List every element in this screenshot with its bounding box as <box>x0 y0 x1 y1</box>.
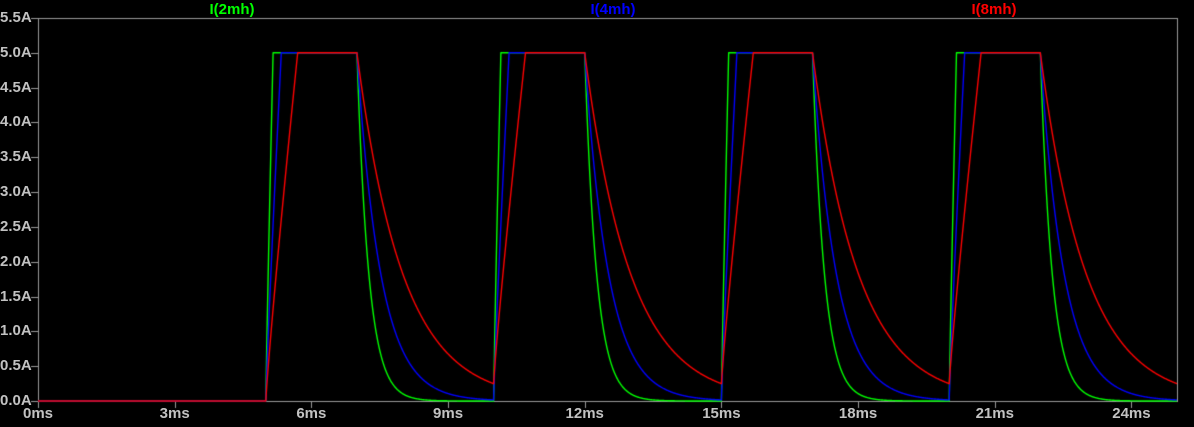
y-tick-label: 2.5A <box>0 217 32 235</box>
trace-label-i8mh[interactable]: I(8mh) <box>971 1 1017 18</box>
x-tick-label: 12ms <box>565 405 604 422</box>
y-tick-label: 0.5A <box>0 357 32 375</box>
y-tick-label: 1.5A <box>0 287 32 305</box>
x-tick-label: 21ms <box>975 405 1014 422</box>
x-tick-label: 3ms <box>159 405 190 422</box>
y-tick-label: 4.5A <box>0 78 32 96</box>
y-tick-label: 3.0A <box>0 183 32 201</box>
x-tick-label: 9ms <box>433 405 464 422</box>
y-tick-label: 3.5A <box>0 148 32 166</box>
y-tick-label: 5.5A <box>0 9 32 26</box>
x-tick-label: 6ms <box>296 405 327 422</box>
y-tick-label: 1.0A <box>0 322 32 340</box>
x-tick-label: 18ms <box>838 405 878 422</box>
x-tick-label: 0ms <box>22 405 54 422</box>
trace-label-i4mh[interactable]: I(4mh) <box>590 1 636 18</box>
y-tick-label: 5.0A <box>0 43 32 61</box>
x-tick-label: 24ms <box>1112 405 1151 422</box>
trace-label-i2mh[interactable]: I(2mh) <box>209 1 255 18</box>
y-tick-label: 0.0A <box>0 392 32 409</box>
y-tick-label: 4.0A <box>0 113 32 131</box>
y-tick-label: 2.0A <box>0 252 32 270</box>
x-tick-label: 15ms <box>702 405 741 422</box>
